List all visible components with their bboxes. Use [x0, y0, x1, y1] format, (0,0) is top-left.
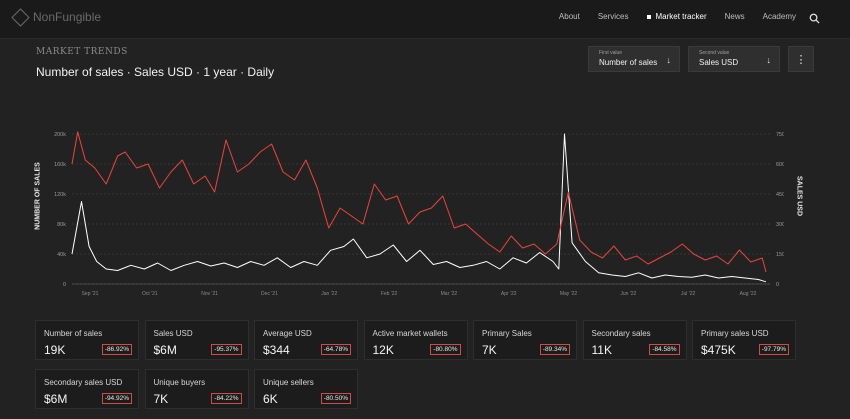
section-label: MARKET TRENDS [36, 47, 128, 57]
stat-name: Primary sales USD [701, 329, 769, 338]
y-left-tick-label: 40k [57, 252, 66, 258]
stat-delta-badge: -64.78% [320, 344, 351, 355]
second-value-label: Second value [699, 50, 730, 56]
y-right-tick-label: 450M [776, 192, 784, 198]
stat-name: Secondary sales USD [44, 378, 123, 387]
stat-value: 7K [153, 392, 169, 406]
stat-value: 19K [44, 343, 66, 357]
stat-card: Active market wallets 12K -80.80% [363, 320, 468, 360]
y-right-tick-label: 300M [776, 222, 784, 228]
stat-delta-badge: -84.58% [649, 344, 680, 355]
x-tick-label: Mar '22 [441, 291, 458, 297]
first-value-select[interactable]: First value Number of sales ↓ [588, 46, 680, 72]
series-line-number-of-sales [71, 133, 767, 283]
stat-delta-badge: -89.34% [539, 344, 570, 355]
left-axis-ticks: 0 40k 80k 120k 160k 200k [54, 132, 66, 288]
search-icon[interactable] [809, 13, 820, 24]
stat-card: Sales USD $6M -95.37% [144, 320, 249, 360]
nav-item-academy[interactable]: Academy [762, 12, 796, 21]
logo[interactable]: NonFungible [11, 7, 102, 27]
stat-name: Sales USD [153, 329, 193, 338]
stat-value: $6M [153, 343, 177, 357]
logo-icon [11, 7, 30, 27]
nav-item-market-tracker[interactable]: Market tracker [647, 12, 707, 21]
x-tick-label: Jul '22 [681, 291, 696, 297]
stat-value: $344 [263, 343, 290, 357]
x-tick-label: Apr '22 [501, 291, 517, 297]
y-right-tick-label: 600M [776, 162, 784, 168]
nav-item-about[interactable]: About [558, 12, 580, 21]
x-tick-label: Aug '22 [740, 291, 757, 297]
y-left-tick-label: 120k [54, 192, 66, 198]
stat-value: $6M [44, 392, 68, 406]
x-tick-label: Jun '22 [620, 291, 636, 297]
y-right-tick-label: 0 [776, 282, 779, 288]
stat-card: Average USD $344 -64.78% [254, 320, 358, 360]
y-axis-label-right: SALES USD [795, 175, 803, 217]
x-tick-label: Dec '21 [261, 291, 278, 297]
stat-name: Average USD [263, 329, 312, 338]
x-tick-label: May '22 [560, 291, 578, 297]
nav-item-news[interactable]: News [724, 12, 745, 21]
stat-value: 11K [591, 343, 612, 357]
stat-name: Number of sales [44, 329, 103, 338]
stat-value: $475K [701, 343, 736, 357]
more-options-button[interactable]: ⋮ [788, 46, 814, 72]
stat-card: Number of sales 19K -86.92% [35, 320, 139, 360]
stat-delta-badge: -94.92% [101, 393, 132, 404]
x-tick-label: Jan '22 [321, 291, 337, 297]
second-value-current: Sales USD [699, 58, 739, 67]
x-tick-label: Sep '21 [82, 291, 99, 297]
nav-item-services[interactable]: Services [597, 12, 629, 21]
stat-value: 12K [372, 343, 394, 357]
stat-name: Primary Sales [482, 329, 532, 338]
y-right-tick-label: 750M [776, 132, 784, 138]
first-value-label: First value [599, 50, 623, 56]
stat-name: Secondary sales [591, 329, 651, 338]
stat-card: Unique buyers 7K -84.22% [144, 369, 249, 409]
series-line-sales-usd [71, 131, 767, 273]
x-axis-ticks: Sep '21 Oct '21 Nov '21 Dec '21 Jan '22 Feb '… [82, 291, 757, 297]
stat-name: Unique buyers [153, 378, 206, 387]
y-left-tick-label: 200k [54, 132, 66, 138]
stat-card: Secondary sales 11K -84.58% [582, 320, 687, 360]
stat-name: Active market wallets [372, 329, 448, 338]
stat-value: 7K [482, 343, 497, 357]
stat-value: 6K [263, 392, 278, 406]
x-tick-label: Feb '22 [381, 291, 398, 297]
chart-series [71, 131, 767, 283]
stat-delta-badge: -97.79% [758, 344, 789, 355]
y-left-tick-label: 80k [57, 222, 66, 228]
second-value-select[interactable]: Second value Sales USD ↓ [688, 46, 780, 72]
top-navigation-bar: NonFungible About Services Market tracke… [0, 0, 850, 39]
stat-card: Primary sales USD $475K -97.79% [692, 320, 796, 360]
arrow-down-icon: ↓ [666, 55, 672, 65]
y-left-tick-label: 0 [63, 282, 66, 288]
stat-card: Primary Sales 7K -89.34% [473, 320, 577, 360]
chart-grid [72, 133, 770, 285]
logo-text: NonFungible [33, 10, 102, 24]
main-nav: About Services Market tracker News Acade… [559, 12, 796, 21]
y-right-tick-label: 150M [776, 252, 784, 258]
stat-delta-badge: -80.50% [320, 393, 351, 404]
page-title: Number of sales · Sales USD · 1 year · D… [36, 65, 275, 79]
stat-delta-badge: -84.22% [211, 393, 242, 404]
stat-delta-badge: -80.80% [430, 344, 461, 355]
market-trends-chart: 0 40k 80k 120k 160k 200k 0 150M 300M 450M 600M 750… [54, 131, 784, 297]
stat-delta-badge: -86.92% [101, 344, 132, 355]
x-tick-label: Nov '21 [201, 291, 218, 297]
vertical-dots-icon: ⋮ [795, 53, 807, 66]
first-value-current: Number of sales [599, 58, 658, 67]
stat-card: Unique sellers 6K -80.50% [254, 369, 358, 409]
stat-name: Unique sellers [263, 378, 314, 387]
stat-card: Secondary sales USD $6M -94.92% [35, 369, 139, 409]
right-axis-ticks: 0 150M 300M 450M 600M 750M [776, 132, 784, 288]
y-left-tick-label: 160k [54, 162, 66, 168]
arrow-down-icon: ↓ [766, 55, 772, 65]
stat-delta-badge: -95.37% [211, 344, 242, 355]
x-tick-label: Oct '21 [142, 291, 158, 297]
